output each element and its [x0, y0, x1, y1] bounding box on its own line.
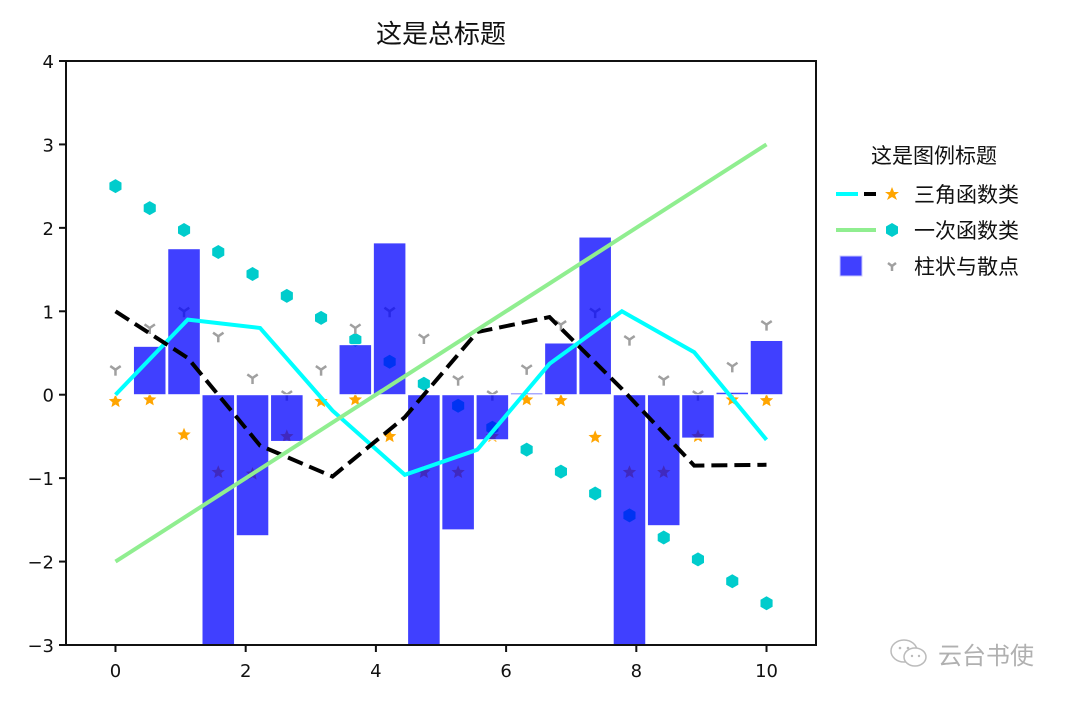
wechat-icon — [890, 638, 927, 667]
y-tick-label: 1 — [43, 302, 54, 323]
chart-title: 这是总标题 — [375, 20, 506, 50]
y-tick-label: 4 — [43, 52, 54, 73]
bar — [441, 394, 475, 531]
hexagon-marker — [657, 530, 670, 545]
star-marker — [348, 392, 362, 406]
tri-marker — [417, 333, 430, 344]
tri-marker — [109, 365, 122, 376]
hexagon-marker — [554, 464, 567, 479]
bar — [646, 394, 681, 527]
star-marker — [554, 393, 568, 407]
tri-marker — [657, 375, 670, 386]
x-tick-label: 4 — [370, 661, 381, 682]
hexagon-marker — [691, 552, 704, 567]
y-tick-label: 3 — [43, 135, 54, 156]
tri-marker — [143, 323, 156, 334]
watermark: 云台书使 — [888, 636, 1034, 671]
y-tick-label: 2 — [43, 219, 54, 240]
legend-title: 这是图例标题 — [871, 144, 997, 168]
watermark-text: 云台书使 — [938, 642, 1034, 670]
tri-down-icon — [887, 262, 897, 271]
hexagon-marker — [280, 288, 293, 303]
bar — [544, 342, 578, 396]
hexagon-icon — [886, 223, 898, 237]
tri-marker — [212, 331, 225, 343]
y-tick-label: −3 — [27, 636, 54, 657]
hexagon-marker — [760, 596, 773, 611]
legend-item-trig: 三角函数类 — [834, 176, 1064, 212]
hexagon-marker — [178, 223, 191, 237]
y-tick-label: −1 — [27, 469, 54, 490]
bar — [749, 339, 784, 396]
bar — [715, 391, 750, 396]
hexagon-marker — [246, 267, 259, 281]
star-marker — [759, 393, 774, 407]
hexagon-marker — [520, 442, 533, 457]
legend-handle-trig — [836, 187, 899, 200]
cos-line — [114, 309, 767, 479]
tri-marker — [726, 361, 739, 373]
legend-label: 一次函数类 — [914, 219, 1019, 243]
hexagon-marker — [315, 310, 328, 325]
y-tick-label: −2 — [27, 553, 54, 574]
bar — [681, 394, 715, 439]
axes: 0 2 4 6 8 10 −3 −2 −1 0 1 2 3 4 — [27, 52, 817, 682]
legend-item-linear: 一次函数类 — [834, 212, 1064, 248]
y-tick-label: 0 — [43, 386, 54, 407]
bar — [201, 394, 236, 645]
legend-handle-bars — [839, 255, 897, 277]
line-layer — [114, 142, 769, 564]
hexagon-marker — [212, 245, 225, 259]
hexagon-marker — [726, 574, 739, 589]
bar — [338, 344, 373, 396]
tri-marker — [349, 323, 362, 334]
hexagon-marker — [109, 179, 122, 194]
tri-marker — [452, 375, 465, 386]
bar — [98, 394, 133, 396]
star-marker — [520, 392, 534, 406]
hexagon-marker — [417, 376, 430, 391]
tri-marker — [623, 335, 636, 346]
x-tick-label: 2 — [240, 661, 251, 682]
star-marker — [383, 429, 397, 443]
bar — [612, 394, 647, 645]
star-marker — [588, 430, 602, 443]
hexagon-marker — [143, 201, 156, 216]
tri-marker — [246, 373, 259, 385]
hexagon-marker — [349, 332, 362, 347]
tri-marker — [315, 365, 328, 376]
star-marker — [108, 394, 123, 408]
legend: 这是图例标题 三角函数类 一次函数类 柱状与散点 — [834, 140, 1064, 284]
tri-marker — [520, 364, 533, 375]
x-tick-label: 10 — [755, 661, 778, 682]
star-marker — [177, 427, 191, 441]
sin-line — [114, 308, 769, 478]
x-tick-label: 8 — [631, 661, 642, 682]
legend-handle-linear — [836, 223, 898, 237]
star-icon — [885, 187, 899, 200]
linear-line — [114, 142, 768, 564]
star-marker — [143, 392, 157, 406]
x-tick-label: 0 — [110, 661, 121, 682]
bar — [270, 394, 304, 442]
legend-item-bars: 柱状与散点 — [834, 248, 1064, 284]
bar — [407, 394, 441, 645]
hexagon-marker — [589, 486, 602, 501]
x-tick-label: 6 — [500, 661, 511, 682]
legend-label: 三角函数类 — [914, 183, 1019, 207]
tri-marker — [760, 320, 773, 331]
legend-label: 柱状与散点 — [914, 255, 1019, 279]
bar — [372, 242, 407, 396]
